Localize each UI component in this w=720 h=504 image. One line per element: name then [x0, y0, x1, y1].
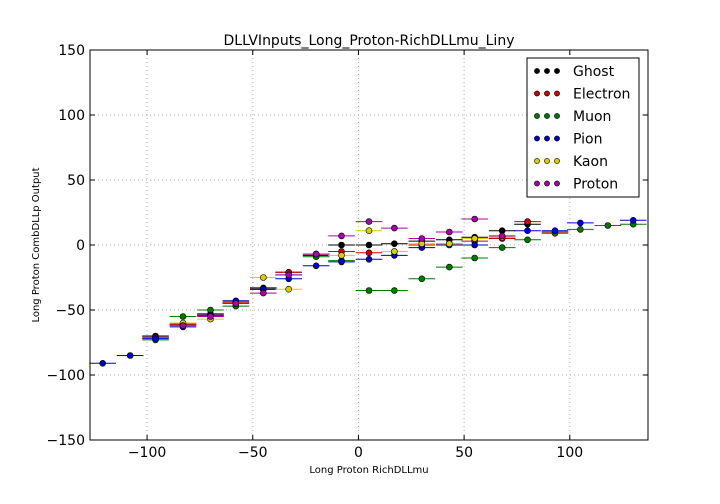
data-point: [232, 300, 240, 307]
data-point: [471, 254, 478, 262]
data-point: [338, 252, 345, 259]
data-point: [338, 241, 345, 249]
legend-marker: [544, 135, 550, 142]
series-muon: [142, 220, 647, 344]
legend-label: Ghost: [573, 64, 615, 80]
data-point: [312, 262, 320, 270]
legend-marker: [544, 113, 550, 119]
data-point: [391, 287, 398, 294]
legend-marker: [554, 90, 560, 97]
data-point: [471, 215, 478, 223]
chart-title: DLLVInputs_Long_Proton-RichDLLmu_Liny: [224, 33, 515, 49]
legend-marker: [544, 90, 550, 97]
data-point: [365, 241, 373, 249]
data-point: [338, 232, 345, 240]
data-point: [577, 219, 584, 227]
series-proton: [169, 215, 516, 329]
data-point: [604, 222, 612, 229]
y-tick-label: −100: [47, 368, 85, 384]
data-point: [391, 224, 398, 232]
y-tick-label: 50: [67, 173, 85, 189]
data-point: [260, 274, 267, 281]
legend-label: Pion: [573, 132, 602, 148]
legend-box: [526, 57, 640, 198]
data-point: [365, 287, 373, 294]
data-point: [498, 232, 506, 240]
legend-marker: [534, 158, 540, 164]
legend-label: Proton: [573, 177, 618, 193]
data-point: [126, 352, 134, 359]
data-point: [577, 226, 584, 233]
legend-marker: [534, 68, 540, 74]
data-point: [260, 289, 267, 297]
data-point: [471, 241, 478, 249]
data-point: [285, 271, 292, 279]
x-tick-label: 100: [556, 445, 583, 461]
x-tick-label: 0: [354, 445, 363, 461]
x-axis-label: Long Proton RichDLLmu: [309, 465, 428, 476]
y-tick-label: 150: [58, 43, 85, 59]
data-point: [391, 240, 398, 247]
data-point: [498, 244, 506, 251]
data-point: [471, 235, 478, 242]
y-tick-label: 100: [58, 108, 85, 124]
y-axis-label: Long Proton CombDLLp Output: [31, 167, 42, 322]
data-point: [418, 275, 426, 283]
data-point: [551, 227, 559, 234]
data-point: [446, 228, 453, 236]
series-pion: [89, 217, 647, 367]
y-tick-label: −150: [47, 433, 85, 449]
legend-marker: [534, 180, 540, 187]
series-layer: [89, 215, 647, 367]
legend-marker: [534, 90, 540, 97]
legend-label: Kaon: [573, 154, 608, 170]
data-point: [524, 218, 531, 225]
data-point: [365, 218, 373, 225]
data-point: [524, 236, 531, 244]
legend-marker: [554, 68, 560, 74]
legend-label: Electron: [573, 87, 630, 103]
data-point: [365, 227, 373, 234]
x-tick-label: −50: [238, 445, 268, 461]
tick-layer: −100 −50 0 50 100 −150 −100 −50 0 50 100 150: [47, 43, 648, 461]
data-point: [418, 235, 426, 242]
data-point: [391, 248, 398, 255]
data-point: [179, 313, 187, 320]
legend-marker: [544, 68, 550, 74]
data-point: [338, 258, 345, 266]
data-point: [629, 217, 637, 224]
data-point: [365, 249, 373, 257]
legend-marker: [544, 180, 550, 187]
legend-marker: [534, 135, 540, 142]
x-tick-label: −100: [128, 445, 166, 461]
y-tick-label: 0: [76, 238, 85, 254]
legend-marker: [554, 180, 560, 187]
data-point: [179, 322, 187, 329]
data-point: [285, 285, 292, 293]
legend-marker: [554, 113, 560, 119]
data-point: [446, 240, 453, 247]
legend-label: Muon: [573, 109, 611, 125]
data-point: [365, 255, 373, 263]
legend-marker: [544, 158, 550, 164]
legend-marker: [554, 135, 560, 142]
legend-marker: [554, 158, 560, 164]
data-point: [152, 335, 159, 342]
data-point: [446, 263, 453, 271]
data-point: [312, 250, 320, 258]
data-point: [99, 359, 106, 367]
x-tick-label: 50: [455, 445, 473, 461]
legend-marker: [534, 113, 540, 119]
legend: Ghost Electron Muon Pion Kaon Proton: [526, 57, 640, 198]
y-tick-label: −50: [55, 303, 85, 319]
data-point: [524, 227, 531, 234]
data-point: [207, 313, 214, 320]
